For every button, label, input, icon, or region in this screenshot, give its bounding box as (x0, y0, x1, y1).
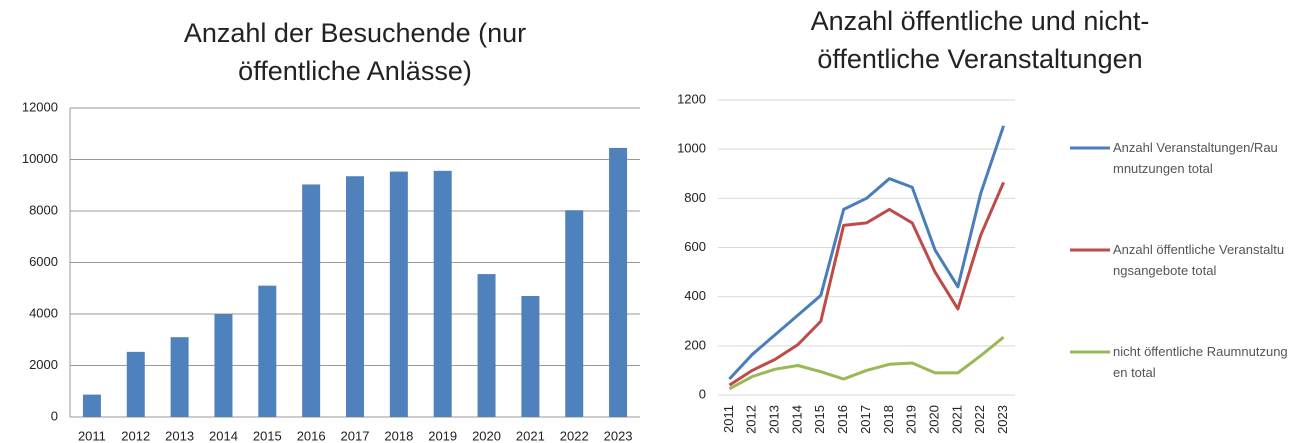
bar (609, 147, 628, 417)
y-tick-label: 800 (684, 190, 706, 205)
x-tick-label: 2011 (721, 405, 736, 433)
line (728, 125, 1006, 381)
chart-title: Anzahl öffentliche und nicht-öffentliche… (810, 6, 1150, 74)
x-tick-label: 2019 (904, 405, 919, 434)
x-tick-label: 2023 (604, 428, 633, 443)
legend-label: nicht öffentliche Raumnutzungen total (1113, 344, 1288, 380)
x-tick-label: 2015 (812, 405, 827, 434)
line (728, 336, 1005, 391)
x-tick-label: 2017 (858, 405, 873, 434)
y-tick-label: 6000 (29, 254, 58, 269)
bar (302, 184, 321, 417)
bar (433, 170, 452, 417)
x-tick-label: 2012 (121, 428, 150, 443)
x-tick-label: 2013 (165, 428, 194, 443)
bar (214, 314, 233, 417)
bar (170, 337, 189, 417)
bar (565, 210, 584, 417)
x-tick-label: 2011 (78, 428, 106, 443)
y-tick-label: 1000 (677, 141, 706, 156)
bar (389, 171, 408, 417)
bar (346, 176, 364, 417)
legend-label: Anzahl öffentliche Veranstaltungsangebot… (1113, 242, 1285, 278)
bar (126, 351, 145, 417)
x-tick-label: 2015 (253, 428, 282, 443)
x-tick-label: 2020 (926, 405, 941, 434)
y-tick-label: 8000 (29, 202, 58, 217)
x-tick-label: 2012 (744, 405, 759, 434)
bar (477, 274, 496, 417)
legend-label: Anzahl Veranstaltungen/Raumnutzungen tot… (1113, 140, 1278, 176)
x-tick-label: 2020 (472, 428, 501, 443)
y-tick-label: 4000 (29, 305, 58, 320)
y-tick-label: 10000 (22, 151, 58, 166)
y-tick-label: 600 (684, 239, 706, 254)
x-tick-label: 2021 (516, 428, 545, 443)
y-tick-label: 0 (699, 386, 706, 401)
x-tick-label: 2023 (995, 405, 1010, 434)
line (728, 181, 1005, 387)
y-tick-label: 2000 (29, 357, 58, 372)
y-tick-label: 400 (684, 288, 706, 303)
bar (82, 394, 101, 417)
x-tick-label: 2017 (341, 428, 370, 443)
y-tick-label: 1200 (677, 91, 706, 106)
bar (258, 285, 277, 417)
y-tick-label: 12000 (22, 99, 58, 114)
x-tick-label: 2013 (767, 405, 782, 434)
bar (521, 295, 540, 417)
y-tick-label: 200 (684, 337, 706, 352)
x-tick-label: 2014 (789, 405, 804, 434)
x-tick-label: 2021 (949, 405, 964, 434)
x-tick-label: 2018 (384, 428, 413, 443)
x-tick-label: 2016 (835, 405, 850, 434)
y-tick-label: 0 (51, 408, 58, 423)
x-tick-label: 2022 (972, 405, 987, 434)
x-tick-label: 2014 (209, 428, 238, 443)
x-tick-label: 2022 (560, 428, 589, 443)
x-tick-label: 2019 (428, 428, 457, 443)
x-tick-label: 2016 (297, 428, 326, 443)
x-tick-label: 2018 (881, 405, 896, 434)
chart-title: Anzahl der Besuchende (nur öffentliche A… (183, 18, 527, 86)
